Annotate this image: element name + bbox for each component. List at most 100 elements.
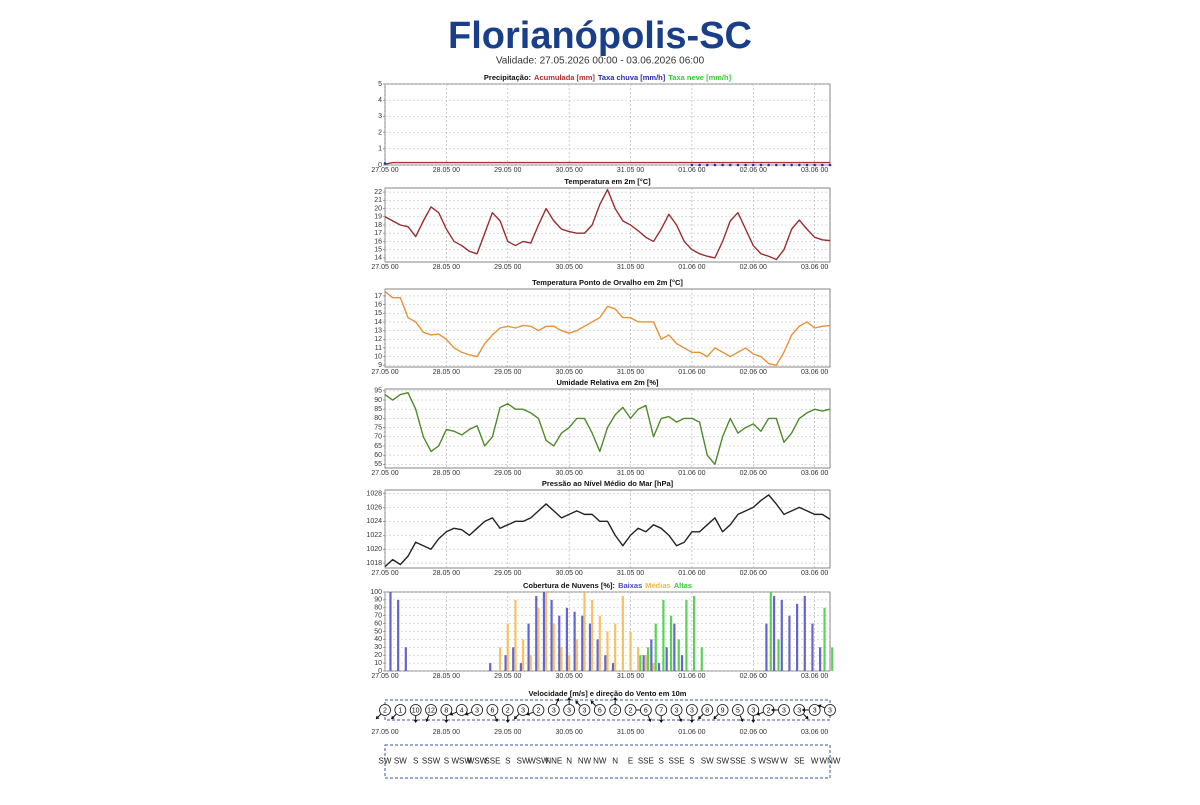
y-tick-label: 90	[374, 597, 382, 604]
arrow-head	[770, 708, 774, 712]
wind-direction-label: N	[566, 757, 572, 766]
cloud-bar	[680, 655, 684, 671]
wind-direction-label: S	[413, 757, 418, 766]
panel-title: Pressão ao Nível Médio do Mar [hPa]	[542, 479, 674, 488]
y-tick-label: 12	[374, 336, 382, 343]
cloud-bar	[535, 595, 538, 671]
arrow-head	[804, 715, 809, 720]
wind-speed-circle	[501, 704, 514, 716]
wind-speed-circle	[670, 704, 683, 716]
cloud-bar	[796, 603, 799, 671]
wind-direction-label: N	[612, 757, 618, 766]
wind-direction-label: SSE	[669, 757, 685, 766]
wind-arrow	[803, 713, 809, 720]
cloud-bar	[527, 623, 530, 671]
x-tick-label: 28.05 00	[433, 673, 460, 680]
wind-arrow	[689, 716, 694, 723]
cloud-bar	[621, 595, 624, 671]
panel-title-text: Cobertura de Nuvens [%]:	[523, 581, 615, 590]
cloud-bar	[642, 655, 645, 671]
wind-arrow	[698, 713, 704, 720]
rate-dot	[805, 163, 809, 167]
y-tick-label: 22	[374, 189, 382, 196]
wind-speed-label: 3	[521, 707, 525, 714]
series-line	[384, 494, 831, 568]
x-tick-label: 01.06 00	[678, 673, 705, 680]
arrow-head	[590, 700, 595, 705]
wind-speed-circle	[486, 704, 499, 716]
wind-arrow	[756, 711, 764, 716]
plot-frame	[384, 489, 831, 569]
arrow-head	[713, 715, 717, 720]
x-tick-label: 03.06 00	[801, 673, 828, 680]
cloud-bar	[575, 639, 578, 671]
rate-dot	[790, 163, 793, 167]
y-tick-label: 90	[374, 397, 382, 404]
cloud-bar	[685, 599, 688, 671]
wind-speed-label: 3	[583, 707, 587, 714]
x-tick-label: 29.05 00	[494, 570, 521, 577]
rate-dot	[383, 162, 387, 165]
y-tick-label: 30	[374, 644, 382, 651]
x-tick-label: 29.05 00	[494, 673, 521, 680]
y-tick-label: 60	[374, 620, 382, 627]
wind-direction-label: SSE	[638, 757, 654, 766]
x-tick-label: 02.06 00	[740, 369, 767, 376]
direction-box	[384, 744, 831, 779]
x-tick-label: 03.06 00	[801, 729, 828, 736]
page-title: Florianópolis-SC	[448, 15, 752, 57]
cloud-bar	[657, 663, 661, 671]
y-tick-label: 14	[374, 319, 382, 326]
wind-speed-circle	[593, 704, 606, 716]
cloud-bar	[550, 599, 553, 671]
x-tick-label: 29.05 00	[494, 167, 521, 174]
wind-arrow	[590, 700, 596, 707]
cloud-bar	[404, 647, 407, 671]
y-tick-label: 100	[370, 589, 382, 596]
wind-direction-label: NNE	[545, 757, 562, 766]
rate-dot	[759, 163, 763, 167]
wind-direction-label: SW	[379, 757, 392, 766]
x-tick-label: 28.05 00	[433, 264, 460, 271]
legend-entry: Médias	[645, 581, 670, 590]
rate-dot	[767, 163, 770, 167]
arrow-head	[449, 711, 454, 716]
x-tick-label: 03.06 00	[801, 470, 828, 477]
cloud-bar	[637, 647, 640, 671]
arrow-head	[756, 711, 761, 716]
cloud-bar	[583, 592, 586, 671]
wind-speed-label: 7	[659, 707, 663, 714]
y-tick-label: 1024	[366, 518, 382, 525]
wind-direction-label: WSW	[528, 757, 549, 766]
panel-title-text: Umidade Relativa em 2m [%]	[556, 378, 659, 387]
y-tick-label: 40	[374, 636, 382, 643]
y-tick-label: 1028	[366, 490, 382, 497]
rate-dot	[774, 163, 778, 167]
x-tick-label: 31.05 00	[617, 369, 644, 376]
wind-direction-label: W	[780, 757, 788, 766]
cloud-bar	[522, 639, 525, 671]
wind-speed-circle	[716, 704, 729, 716]
arrow-head	[513, 715, 518, 720]
rate-dot	[828, 163, 832, 167]
wind-direction-label: WSW	[452, 757, 473, 766]
cloud-bar	[673, 623, 676, 671]
y-tick-label: 0	[378, 162, 382, 169]
wind-arrow	[678, 715, 683, 723]
wind-speed-circle	[732, 704, 744, 716]
x-tick-label: 29.05 00	[494, 264, 521, 271]
series-line	[384, 391, 831, 466]
subtitle: Validade: 27.05.2026 00:00 - 03.06.2026 …	[496, 56, 705, 67]
x-tick-label: 30.05 00	[556, 729, 583, 736]
wind-speed-circle	[394, 704, 407, 716]
wind-speed-label: 3	[813, 707, 817, 714]
x-tick-label: 27.05 00	[371, 167, 398, 174]
wind-direction-label: E	[628, 757, 633, 766]
rate-dot	[744, 163, 747, 167]
wind-arrow	[513, 713, 520, 720]
wind-direction-label: S	[505, 757, 510, 766]
wind-direction-label: SW	[701, 757, 714, 766]
wind-speed-circle	[747, 704, 760, 716]
cloud-bar	[777, 639, 780, 671]
